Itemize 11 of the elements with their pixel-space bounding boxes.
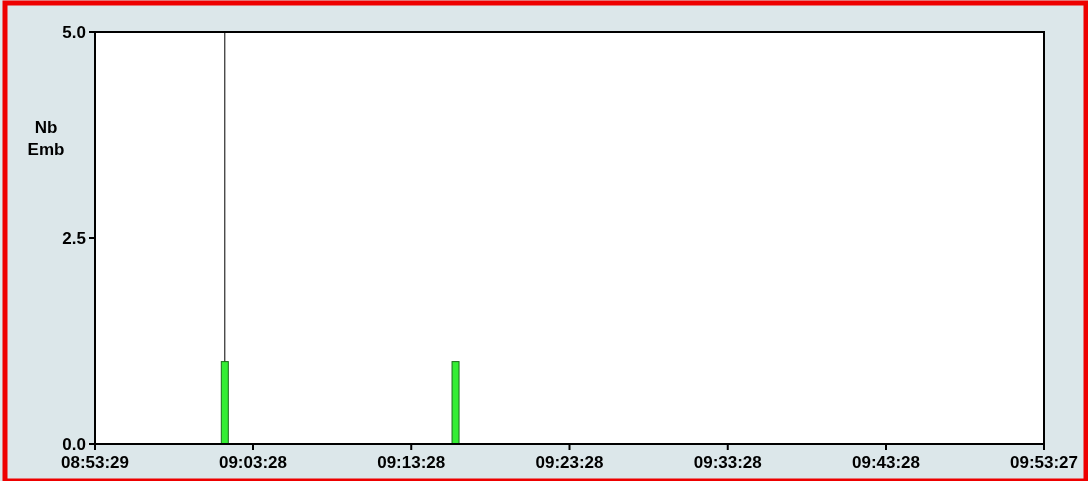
x-tick-label: 09:13:28 [377,453,446,472]
y-tick-label: 0.0 [62,434,86,454]
y-tick-label: 2.5 [62,228,86,248]
y-tick-label: 5.0 [62,22,86,42]
x-tick-label: 08:53:29 [60,453,130,472]
x-tick-label: 09:23:28 [535,453,604,472]
x-tick-label: 09:53:27 [1009,453,1079,472]
x-tick-label: 09:43:28 [851,453,921,472]
x-tick-label: 09:03:28 [218,453,288,472]
y-axis-title: Nb Emb [27,118,65,159]
x-tick-label: 09:33:28 [693,453,762,472]
